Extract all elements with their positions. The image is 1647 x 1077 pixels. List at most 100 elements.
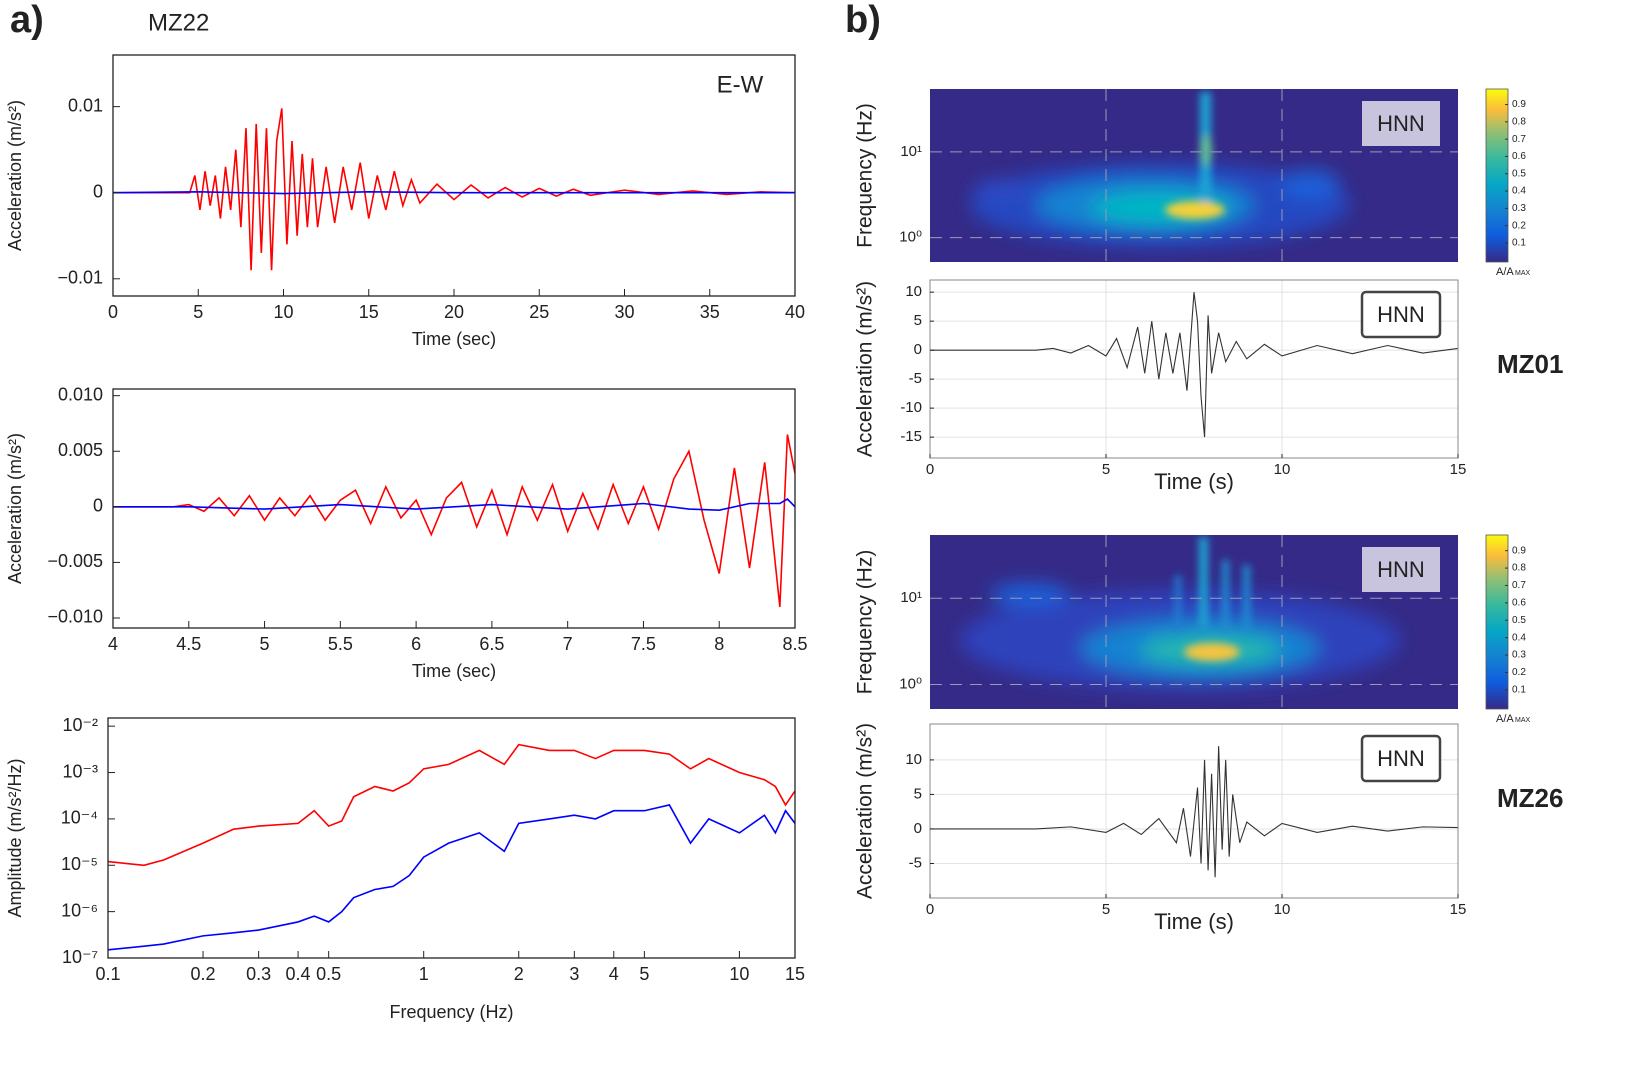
annotation-box (1360, 290, 1442, 339)
x-tick-label: 5 (1102, 461, 1110, 478)
x-tick-label: 0.5 (316, 964, 341, 984)
x-tick-label: 7 (563, 634, 573, 654)
y-tick-label: 0 (93, 181, 103, 201)
y-axis-label: Frequency (Hz) (854, 103, 877, 248)
colorbar-tick-label: 0.1 (1512, 238, 1526, 249)
colorbar-tick-label: 0.4 (1512, 632, 1526, 643)
x-tick-label: 0.2 (191, 964, 216, 984)
colorbar-tick-label: 0.6 (1512, 598, 1526, 609)
y-tick-label: 10⁻⁷ (62, 947, 98, 967)
colorbar-tick-label: 0.5 (1512, 615, 1526, 626)
colorbar-tick-label: 0.3 (1512, 650, 1526, 661)
colorbar-label-sub: MAX (1515, 270, 1531, 277)
y-tick-label: −0.01 (57, 268, 103, 288)
panel-label: a) (10, 0, 44, 41)
plot-frame (929, 279, 1459, 459)
x-tick-label: 40 (785, 302, 805, 322)
x-tick-label: 8.5 (782, 634, 807, 654)
y-tick-label: 0.005 (58, 440, 103, 460)
x-axis-label: Time (sec) (412, 329, 496, 349)
x-tick-label: 0 (926, 461, 934, 478)
line-series (108, 743, 795, 867)
x-tick-label: 0.3 (246, 964, 271, 984)
station-label: MZ01 (1497, 349, 1563, 379)
x-tick-label: 0 (108, 302, 118, 322)
x-tick-label: 6.5 (479, 634, 504, 654)
y-tick-label: −0.005 (47, 551, 103, 571)
colorbar-label: A/A (1496, 266, 1514, 278)
line-series (113, 108, 795, 271)
y-tick-label: 0.010 (58, 384, 103, 404)
annotation: HNN (1377, 302, 1425, 327)
colorbar-tick-label: 0.4 (1512, 186, 1526, 197)
colorbar-tick-label: 0.2 (1512, 667, 1526, 678)
line-series (113, 498, 795, 511)
y-tick-label: 10⁻⁶ (61, 900, 98, 920)
y-tick-label: -15 (900, 428, 922, 445)
y-tick-label: 10 (905, 283, 922, 300)
y-axis-label: Acceleration (m/s²) (5, 433, 25, 584)
colorbar-tick-label: 0.2 (1512, 220, 1526, 231)
line-series (108, 804, 795, 951)
colorbar-tick-label: 0.8 (1512, 563, 1526, 574)
line-series (113, 191, 795, 195)
y-tick-label: 10¹ (900, 143, 922, 160)
x-tick-label: 4.5 (176, 634, 201, 654)
annotation: HNN (1377, 111, 1425, 136)
x-tick-label: 5 (260, 634, 270, 654)
x-tick-label: 25 (529, 302, 549, 322)
x-tick-label: 15 (359, 302, 379, 322)
x-tick-label: 15 (1450, 901, 1467, 918)
colorbar-tick-label: 0.3 (1512, 203, 1526, 214)
colorbar-tick-label: 0.5 (1512, 168, 1526, 179)
plot-frame (107, 717, 796, 959)
x-tick-label: 2 (514, 964, 524, 984)
y-axis-label: Acceleration (m/s²) (5, 100, 25, 251)
x-tick-label: 15 (1450, 461, 1467, 478)
line-series (930, 292, 1458, 438)
y-tick-label: 10⁰ (899, 675, 922, 692)
y-tick-label: 5 (914, 785, 922, 802)
line-series (930, 746, 1458, 878)
y-axis-label: Frequency (Hz) (854, 550, 877, 695)
x-axis-label: Frequency (Hz) (389, 1002, 513, 1022)
plot-frame (929, 723, 1459, 899)
y-tick-label: 0.01 (68, 95, 103, 115)
annotation: E-W (717, 71, 764, 98)
y-tick-label: 10⁻⁴ (61, 808, 98, 828)
annotation: HNN (1377, 746, 1425, 771)
y-tick-label: 10 (905, 751, 922, 768)
colorbar-tick-label: 0.7 (1512, 580, 1526, 591)
colorbar-tick-label: 0.1 (1512, 685, 1526, 696)
y-tick-label: 0 (93, 496, 103, 516)
x-tick-label: 0.4 (286, 964, 311, 984)
colorbar-tick-label: 0.8 (1512, 117, 1526, 128)
annotation: HNN (1377, 557, 1425, 582)
annotation-box (1362, 547, 1440, 592)
x-axis-label: Time (sec) (412, 661, 496, 681)
x-tick-label: 1 (419, 964, 429, 984)
station-title: MZ22 (148, 9, 209, 36)
colorbar-tick-label: 0.9 (1512, 99, 1526, 110)
x-tick-label: 20 (444, 302, 464, 322)
x-tick-label: 15 (785, 964, 805, 984)
x-axis-label: Time (s) (1154, 469, 1234, 494)
y-axis-label: Acceleration (m/s²) (854, 281, 877, 457)
x-tick-label: 10 (729, 964, 749, 984)
x-tick-label: 35 (700, 302, 720, 322)
y-tick-label: 5 (914, 312, 922, 329)
x-tick-label: 0 (926, 901, 934, 918)
colorbar (1485, 534, 1509, 710)
y-tick-label: 0 (914, 820, 922, 837)
colorbar-label-sub: MAX (1515, 717, 1531, 724)
colorbar-label: A/A (1496, 713, 1514, 725)
y-tick-label: −0.010 (47, 607, 103, 627)
x-tick-label: 10 (1274, 461, 1291, 478)
y-tick-label: 10⁻² (62, 715, 98, 735)
x-tick-label: 5 (1102, 901, 1110, 918)
line-series (113, 434, 795, 607)
x-tick-label: 10 (1274, 901, 1291, 918)
colorbar (1485, 88, 1509, 263)
plot-frame (112, 388, 796, 629)
